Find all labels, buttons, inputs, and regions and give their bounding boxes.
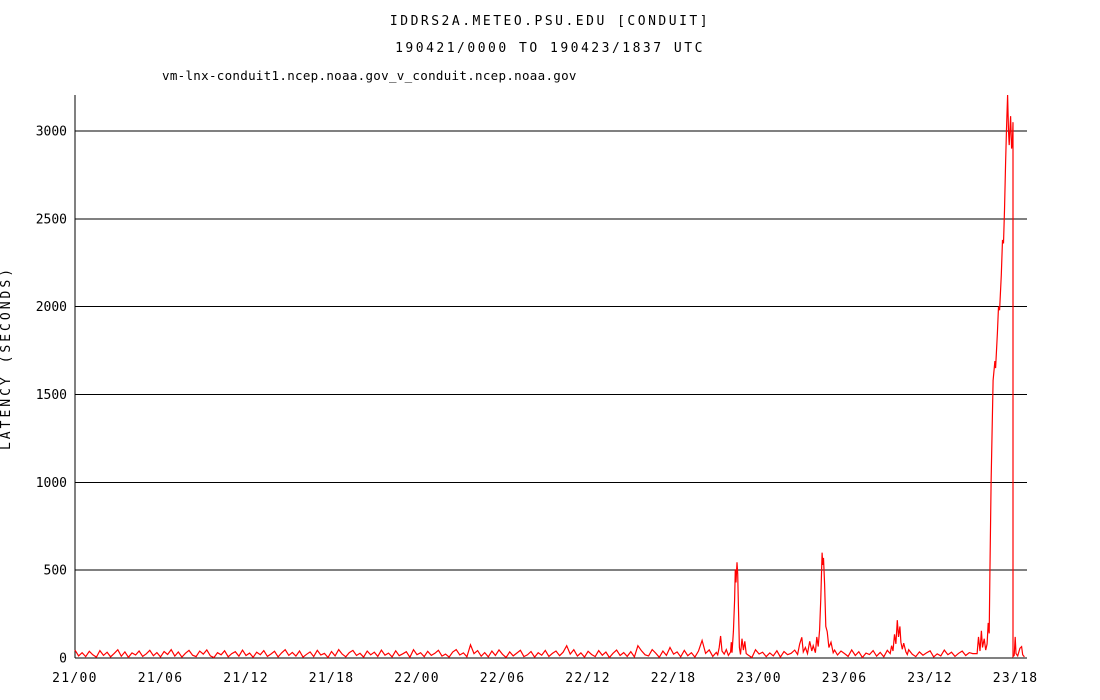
x-tick-label: 22/00 [394,671,440,686]
chart-subtitle: 190421/0000 TO 190423/1837 UTC [395,41,705,56]
x-tick-label: 21/00 [52,671,98,686]
x-tick-label: 21/18 [309,671,355,686]
y-tick-label: 2500 [36,212,67,227]
y-tick-label: 3000 [36,125,67,140]
y-axis-tick-labels: 0 500 1000 1500 2000 2500 3000 [36,125,67,667]
x-tick-label: 23/12 [907,671,953,686]
x-tick-label: 22/06 [480,671,526,686]
horizontal-gridlines [75,130,1027,571]
y-tick-label: 0 [59,652,67,667]
x-tick-label: 22/12 [565,671,611,686]
x-tick-label: 22/18 [651,671,697,686]
latency-series-line [74,94,1025,659]
y-tick-label: 500 [44,564,67,579]
x-tick-label: 21/06 [138,671,184,686]
x-tick-label: 21/12 [223,671,269,686]
legend-series-label: vm-lnx-conduit1.ncep.noaa.gov_v_conduit.… [162,68,577,83]
x-axis-tick-labels: 21/00 21/06 21/12 21/18 22/00 22/06 22/12 22/18… [52,671,1039,686]
x-tick-label: 23/00 [736,671,782,686]
chart-title: IDDRS2A.METEO.PSU.EDU [CONDUIT] [390,14,710,29]
x-tick-label: 23/06 [822,671,868,686]
y-tick-label: 2000 [36,300,67,315]
y-axis-title: LATENCY (SECONDS) [0,266,14,450]
y-tick-label: 1500 [36,388,67,403]
y-tick-label: 1000 [36,476,67,491]
x-tick-label: 23/18 [993,671,1039,686]
